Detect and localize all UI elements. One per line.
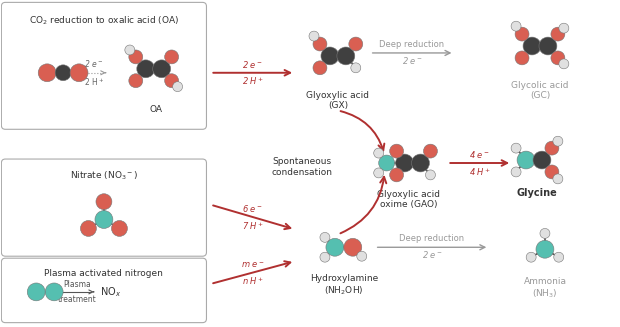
Circle shape bbox=[545, 141, 559, 155]
Circle shape bbox=[313, 37, 327, 51]
Text: Deep reduction: Deep reduction bbox=[399, 234, 464, 243]
Text: 6 e$^-$: 6 e$^-$ bbox=[242, 203, 263, 214]
Text: Nitrate (NO$_3$$^-$): Nitrate (NO$_3$$^-$) bbox=[69, 170, 138, 182]
Circle shape bbox=[129, 74, 143, 88]
Circle shape bbox=[517, 151, 535, 169]
Text: 4 H$^+$: 4 H$^+$ bbox=[469, 166, 490, 178]
Text: 2 e$^-$: 2 e$^-$ bbox=[84, 58, 104, 69]
Text: Hydroxylamine
(NH$_2$OH): Hydroxylamine (NH$_2$OH) bbox=[310, 274, 378, 297]
Text: OA: OA bbox=[149, 106, 162, 114]
Circle shape bbox=[396, 154, 414, 172]
Text: Ammonia
(NH$_3$): Ammonia (NH$_3$) bbox=[523, 277, 567, 300]
Circle shape bbox=[337, 47, 355, 65]
FancyBboxPatch shape bbox=[1, 2, 206, 129]
Circle shape bbox=[172, 82, 182, 92]
Circle shape bbox=[553, 136, 563, 146]
Circle shape bbox=[351, 63, 361, 73]
Circle shape bbox=[55, 65, 71, 81]
Text: Plasma activated nitrogen: Plasma activated nitrogen bbox=[45, 269, 163, 278]
Circle shape bbox=[379, 155, 394, 171]
Circle shape bbox=[389, 144, 404, 158]
Text: 7 H$^+$: 7 H$^+$ bbox=[242, 220, 264, 232]
Circle shape bbox=[533, 151, 551, 169]
Circle shape bbox=[70, 64, 88, 82]
Text: CO$_2$ reduction to oxalic acid (OA): CO$_2$ reduction to oxalic acid (OA) bbox=[29, 14, 179, 27]
Circle shape bbox=[559, 59, 569, 69]
Circle shape bbox=[125, 45, 135, 55]
Circle shape bbox=[95, 211, 113, 229]
Circle shape bbox=[540, 229, 550, 238]
Circle shape bbox=[165, 74, 179, 88]
FancyBboxPatch shape bbox=[1, 159, 206, 256]
Circle shape bbox=[511, 143, 521, 153]
Circle shape bbox=[554, 252, 564, 262]
Text: Spontaneous
condensation: Spontaneous condensation bbox=[272, 157, 332, 177]
Text: 2 H$^+$: 2 H$^+$ bbox=[84, 77, 104, 88]
Text: 2 H$^+$: 2 H$^+$ bbox=[242, 76, 264, 87]
Text: 2 e$^-$: 2 e$^-$ bbox=[402, 55, 422, 66]
Circle shape bbox=[511, 21, 521, 31]
FancyBboxPatch shape bbox=[1, 258, 206, 323]
Circle shape bbox=[129, 50, 143, 64]
Text: m e$^-$: m e$^-$ bbox=[241, 260, 265, 269]
Text: 4 e$^-$: 4 e$^-$ bbox=[469, 149, 490, 160]
Circle shape bbox=[536, 240, 554, 258]
Circle shape bbox=[344, 238, 361, 256]
Text: treatment: treatment bbox=[58, 295, 97, 304]
Circle shape bbox=[356, 251, 367, 261]
Circle shape bbox=[165, 50, 179, 64]
Text: 2 e$^-$: 2 e$^-$ bbox=[422, 249, 442, 260]
Text: Deep reduction: Deep reduction bbox=[379, 40, 445, 49]
Circle shape bbox=[45, 283, 63, 301]
Circle shape bbox=[320, 252, 330, 262]
Circle shape bbox=[321, 47, 339, 65]
Text: n H$^+$: n H$^+$ bbox=[242, 276, 264, 287]
Circle shape bbox=[526, 252, 536, 262]
Circle shape bbox=[515, 27, 529, 41]
Circle shape bbox=[313, 61, 327, 75]
Circle shape bbox=[349, 37, 363, 51]
Circle shape bbox=[137, 60, 155, 78]
Circle shape bbox=[553, 174, 563, 184]
Circle shape bbox=[112, 220, 128, 236]
Circle shape bbox=[515, 51, 529, 65]
Circle shape bbox=[425, 170, 435, 180]
Circle shape bbox=[559, 23, 569, 33]
Circle shape bbox=[412, 154, 430, 172]
Circle shape bbox=[545, 165, 559, 179]
Circle shape bbox=[389, 168, 404, 182]
Circle shape bbox=[326, 238, 344, 256]
Circle shape bbox=[309, 31, 319, 41]
Circle shape bbox=[551, 51, 565, 65]
Text: Glyoxylic acid
oxime (GAO): Glyoxylic acid oxime (GAO) bbox=[377, 190, 440, 209]
Circle shape bbox=[153, 60, 171, 78]
Circle shape bbox=[27, 283, 45, 301]
Circle shape bbox=[551, 27, 565, 41]
Text: Glycolic acid
(GC): Glycolic acid (GC) bbox=[512, 81, 569, 100]
Circle shape bbox=[539, 37, 557, 55]
Circle shape bbox=[96, 194, 112, 210]
Text: Glyoxylic acid
(GX): Glyoxylic acid (GX) bbox=[306, 91, 370, 110]
Text: Glycine: Glycine bbox=[516, 188, 557, 198]
Circle shape bbox=[423, 144, 438, 158]
Circle shape bbox=[81, 220, 96, 236]
Circle shape bbox=[38, 64, 56, 82]
Circle shape bbox=[374, 168, 384, 178]
Circle shape bbox=[320, 232, 330, 242]
Text: Plasma: Plasma bbox=[63, 280, 91, 289]
Circle shape bbox=[374, 148, 384, 158]
Text: 2 e$^-$: 2 e$^-$ bbox=[242, 59, 263, 70]
Circle shape bbox=[523, 37, 541, 55]
Text: NO$_x$: NO$_x$ bbox=[100, 285, 122, 299]
Circle shape bbox=[511, 167, 521, 177]
